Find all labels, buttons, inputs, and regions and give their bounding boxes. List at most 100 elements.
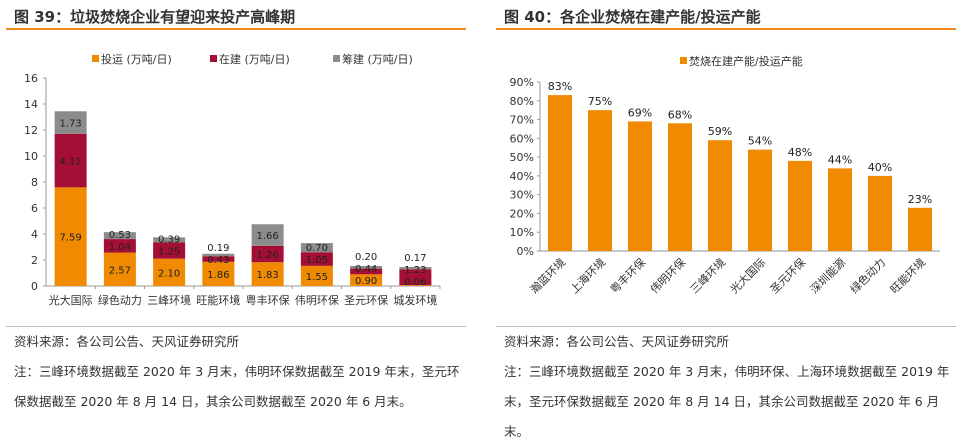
data-label: 1.26 <box>256 250 278 261</box>
y-tick-label: 50% <box>510 151 534 164</box>
bar-segment <box>202 256 235 262</box>
y-tick-label: 16 <box>24 72 38 85</box>
y-tick-label: 70% <box>510 114 534 127</box>
bar-segment <box>300 243 333 253</box>
x-tick-label: 深圳能源 <box>807 255 848 296</box>
y-tick-label: 12 <box>24 124 38 137</box>
x-tick-label: 三峰环境 <box>147 293 191 307</box>
data-label: 40% <box>868 161 892 174</box>
y-tick-label: 80% <box>510 95 534 108</box>
bar-chart: 焚烧在建产能/投运产能 0% 10% 20% 30% 40% 50% 60% 70% 80% 90%… <box>510 54 940 296</box>
divider <box>6 326 466 327</box>
bar-segment <box>153 242 186 259</box>
x-tick-label: 光大国际 <box>727 255 768 296</box>
data-label: 68% <box>668 108 692 121</box>
bar-segment <box>153 237 186 243</box>
data-label: 1.04 <box>109 242 131 253</box>
data-label: 75% <box>588 95 612 108</box>
bar <box>628 121 652 251</box>
x-tick-label: 瀚蓝环境 <box>527 255 568 296</box>
data-label: 1.55 <box>306 272 328 283</box>
x-tick-label: 绿色动力 <box>98 293 142 307</box>
bar-segment <box>350 274 383 286</box>
source: 资料来源：各公司公告、天风证券研究所 <box>14 334 240 349</box>
data-label: 0.19 <box>207 243 229 254</box>
x-tick-label: 光大国际 <box>49 293 93 307</box>
data-label: 4.12 <box>59 157 81 168</box>
bar <box>748 149 772 251</box>
legend-label: 焚烧在建产能/投运产能 <box>689 54 803 68</box>
data-label: 0.39 <box>158 235 180 246</box>
legend-swatch <box>210 55 217 62</box>
x-tick-label: 旺能环境 <box>887 255 928 296</box>
data-label: 48% <box>788 146 812 159</box>
bar-segment <box>103 239 136 253</box>
x-tick-label: 圣元环保 <box>344 293 388 307</box>
data-label: 0.06 <box>404 277 426 288</box>
data-label: 1.73 <box>59 119 81 130</box>
bar-segment <box>350 268 383 275</box>
bar-segment <box>153 258 186 286</box>
x-tick-label: 圣元环保 <box>767 255 808 296</box>
data-label: 69% <box>628 106 652 119</box>
bar-segment <box>399 285 432 286</box>
bar-segment <box>300 265 333 286</box>
data-label: 54% <box>748 135 772 148</box>
figure-title: 图 39：垃圾焚烧企业有望迎来投产高峰期 <box>14 8 296 26</box>
bar <box>708 140 732 251</box>
legend-swatch <box>680 57 687 64</box>
note: 注：三峰环境数据截至 2020 年 3 月末，伟明环保、上海环境数据截至 201… <box>504 364 950 439</box>
divider <box>496 326 956 327</box>
bar <box>788 160 812 251</box>
y-tick-label: 0% <box>517 245 534 258</box>
bar-segment <box>251 262 284 286</box>
data-label: 83% <box>548 80 572 93</box>
legend-swatch <box>92 55 99 62</box>
x-tick-label: 伟明环保 <box>295 293 339 307</box>
data-label: 0.44 <box>355 264 377 275</box>
legend-swatch <box>333 55 340 62</box>
data-label: 23% <box>908 193 932 206</box>
data-label: 0.17 <box>404 253 426 264</box>
data-label: 1.83 <box>256 270 278 281</box>
data-label: 1.86 <box>207 270 229 281</box>
title-rule <box>496 28 956 30</box>
left-panel: 图 39：垃圾焚烧企业有望迎来投产高峰期 投运 (万吨/日) 在建 (万吨/日) 筹… <box>0 0 470 421</box>
bar <box>868 175 892 251</box>
data-label: 0.20 <box>355 252 377 263</box>
y-tick-label: 10% <box>510 226 534 239</box>
legend-label: 投运 (万吨/日) <box>101 52 172 66</box>
data-label: 44% <box>828 153 852 166</box>
bar-segment <box>300 252 333 266</box>
data-label: 0.90 <box>355 276 377 287</box>
data-label: 2.57 <box>109 265 131 276</box>
y-tick-label: 14 <box>24 98 38 111</box>
bar-segment <box>103 232 136 240</box>
y-tick-label: 20% <box>510 207 534 220</box>
title-rule <box>6 28 466 30</box>
bar-segment <box>350 265 383 269</box>
note: 注：三峰环境数据截至 2020 年 3 月末，伟明环保数据截至 2019 年末，… <box>14 364 460 409</box>
y-tick-label: 30% <box>510 189 534 202</box>
y-tick-label: 90% <box>510 76 534 89</box>
data-label: 0.43 <box>207 255 229 266</box>
data-label: 0.70 <box>306 243 328 254</box>
bar-segment <box>399 267 432 270</box>
bar <box>908 207 932 251</box>
x-tick-label: 上海环境 <box>567 255 608 296</box>
y-tick-label: 4 <box>31 228 38 241</box>
x-tick-label: 三峰环境 <box>687 255 728 296</box>
data-label: 1.23 <box>404 265 426 276</box>
bar-segment <box>202 253 235 257</box>
bar <box>548 95 572 252</box>
bar-segment <box>251 245 284 263</box>
bar-segment <box>54 133 87 188</box>
bar <box>588 110 612 252</box>
data-label: 2.10 <box>158 268 180 279</box>
bar-segment <box>54 187 87 286</box>
figure-title: 图 40：各企业焚烧在建产能/投运产能 <box>504 8 761 26</box>
bar-segment <box>251 224 284 246</box>
y-tick-label: 8 <box>31 176 38 189</box>
y-tick-label: 6 <box>31 202 38 215</box>
y-tick-label: 60% <box>510 132 534 145</box>
